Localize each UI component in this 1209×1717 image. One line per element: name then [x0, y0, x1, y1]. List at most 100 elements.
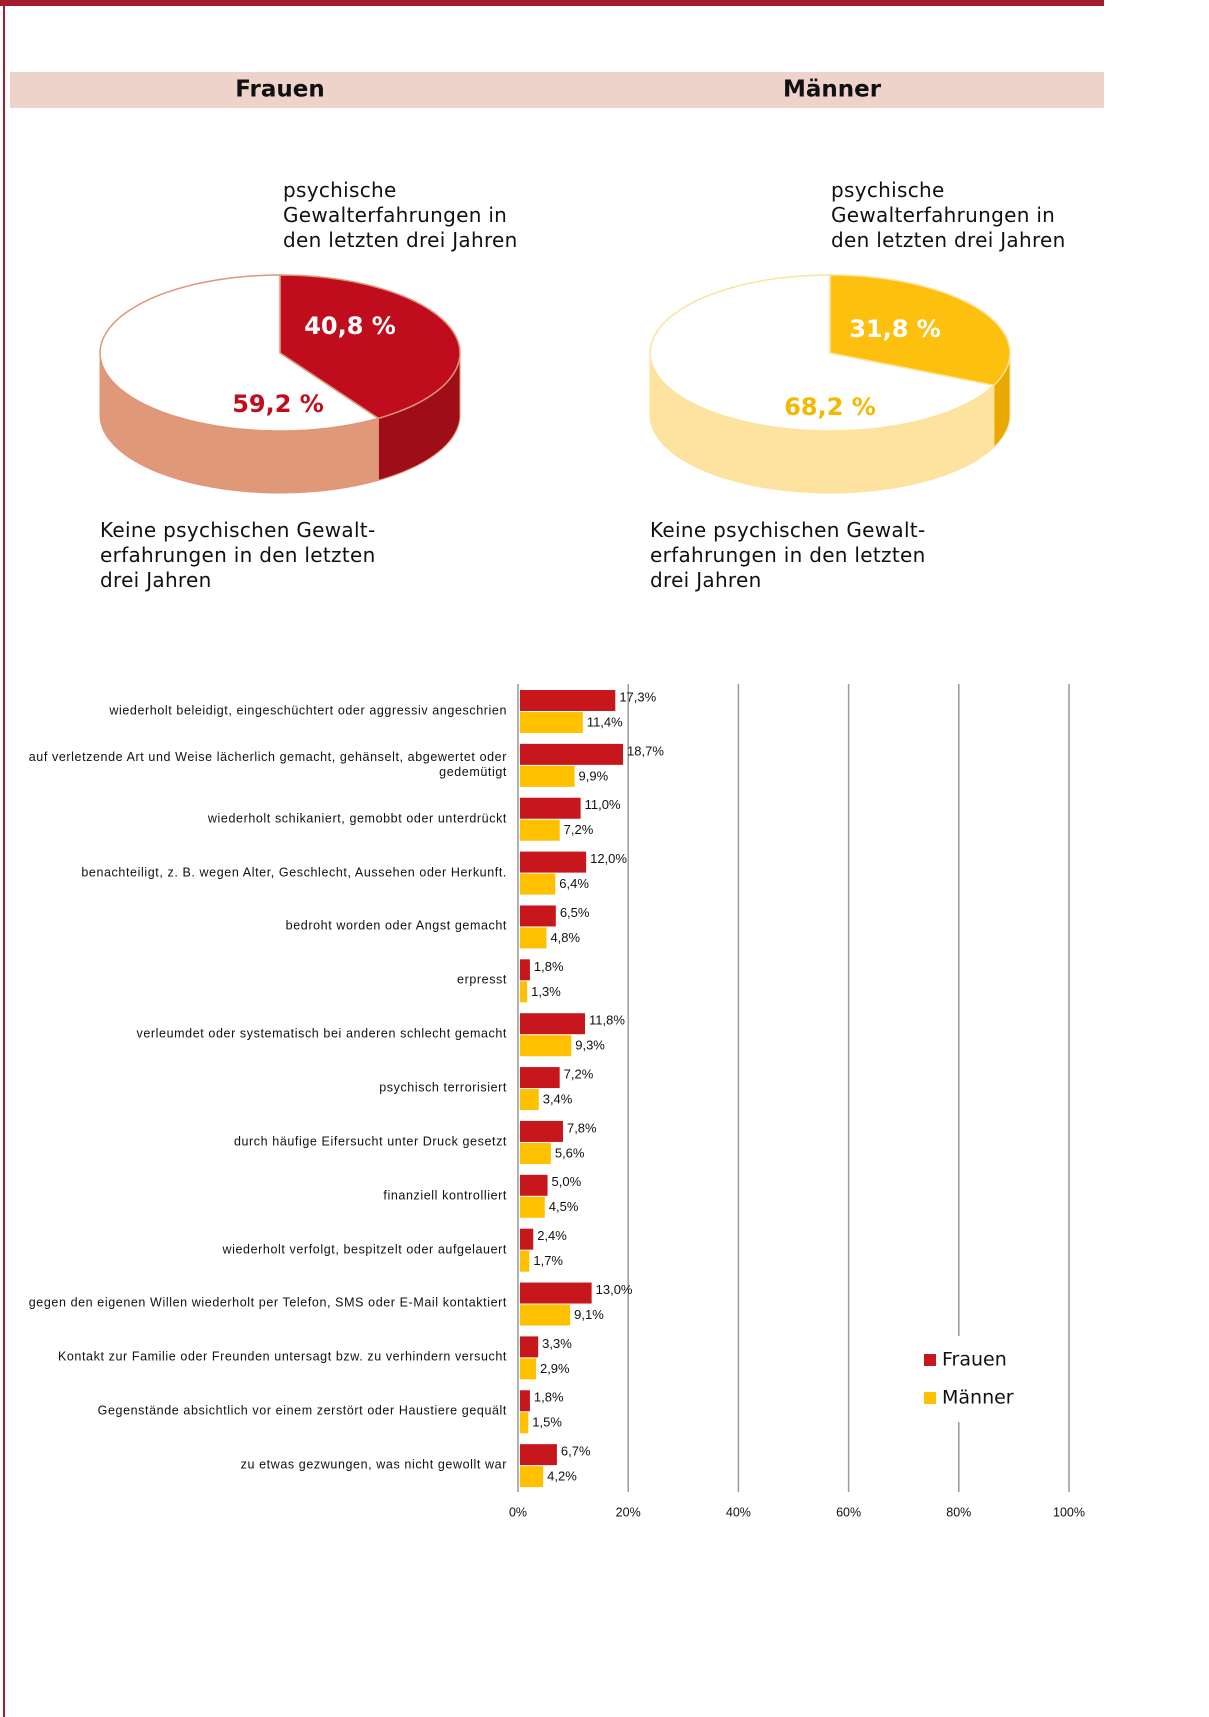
bar — [520, 1067, 560, 1089]
value-label: 2,9% — [540, 1361, 570, 1376]
value-label: 6,5% — [560, 905, 590, 920]
bar — [520, 819, 560, 841]
value-label: 5,6% — [555, 1145, 585, 1160]
x-tick-label: 80% — [946, 1505, 971, 1519]
legend-label: Männer — [942, 1387, 1014, 1409]
value-label: 7,2% — [564, 822, 594, 837]
bar — [520, 1444, 557, 1466]
bar — [520, 1358, 536, 1380]
y-tick-label: wiederholt beleidigt, eingeschüchtert od… — [109, 703, 507, 718]
bar — [520, 1035, 572, 1057]
bar — [520, 1120, 563, 1142]
top-border — [0, 0, 1104, 6]
value-label: 18,7% — [627, 743, 664, 758]
pie-label: psychische Gewalterfahrungen in den letz… — [831, 178, 1066, 252]
legend-swatch — [924, 1354, 936, 1366]
pie-value-label: 31,8 % — [849, 315, 941, 343]
y-tick-label: durch häufige Eifersucht unter Druck ges… — [233, 1134, 507, 1149]
pie-label: Keine psychischen Gewalt-erfahrungen in … — [100, 518, 376, 592]
pie-slice — [649, 274, 996, 432]
bar — [520, 1174, 548, 1196]
bar — [520, 959, 530, 981]
bar — [520, 1089, 539, 1111]
value-label: 4,8% — [550, 930, 580, 945]
bar — [520, 712, 583, 733]
y-tick-label: gegen den eigenen Willen wiederholt per … — [28, 1295, 507, 1310]
x-tick-label: 20% — [616, 1505, 641, 1519]
pie-value-label: 68,2 % — [784, 393, 876, 421]
header-band — [10, 72, 1104, 108]
pie-title: Frauen — [235, 77, 324, 103]
bar — [520, 797, 581, 819]
y-tick-label: erpresst — [457, 972, 507, 987]
value-label: 3,4% — [543, 1092, 573, 1107]
bar — [520, 743, 624, 765]
value-label: 2,4% — [537, 1228, 567, 1243]
x-tick-label: 40% — [726, 1505, 751, 1519]
value-label: 11,8% — [589, 1013, 625, 1028]
y-tick-label: wiederholt schikaniert, gemobbt oder unt… — [207, 811, 507, 826]
pie-label: Keine psychischen Gewalt-erfahrungen in … — [650, 518, 926, 592]
bar — [520, 1336, 539, 1358]
y-tick-label: auf verletzende Art und Weise lächerlich… — [28, 749, 507, 779]
x-tick-label: 0% — [509, 1505, 527, 1519]
value-label: 9,3% — [575, 1038, 605, 1053]
bar — [520, 1412, 529, 1434]
bar — [520, 927, 547, 949]
y-tick-label: Gegenstände absichtlich vor einem zerstö… — [97, 1403, 507, 1418]
value-label: 7,8% — [567, 1120, 597, 1135]
bar — [520, 873, 556, 895]
value-label: 13,0% — [596, 1282, 633, 1297]
x-tick-label: 100% — [1053, 1505, 1085, 1519]
bar — [520, 1390, 530, 1412]
bar — [520, 851, 587, 873]
y-tick-label: benachteiligt, z. B. wegen Alter, Geschl… — [81, 865, 507, 880]
y-tick-label: bedroht worden oder Angst gemacht — [285, 918, 507, 933]
y-tick-label: verleumdet oder systematisch bei anderen… — [136, 1026, 507, 1041]
value-label: 12,0% — [590, 851, 627, 866]
pie-title: Männer — [783, 77, 882, 103]
value-label: 17,3% — [619, 689, 656, 704]
legend-box — [912, 1336, 1034, 1422]
left-border — [3, 0, 5, 1717]
bar — [520, 1304, 571, 1326]
value-label: 7,2% — [564, 1067, 594, 1082]
bar — [520, 1466, 544, 1488]
bar — [520, 690, 616, 711]
bar — [520, 1142, 551, 1164]
value-label: 4,2% — [547, 1469, 577, 1484]
pie-slice — [829, 274, 1011, 387]
y-tick-label: finanziell kontrolliert — [383, 1188, 507, 1203]
bar — [520, 1250, 530, 1272]
pie-slice — [99, 274, 381, 432]
value-label: 1,5% — [532, 1415, 562, 1430]
y-tick-label: zu etwas gezwungen, was nicht gewollt wa… — [240, 1457, 507, 1472]
bar — [520, 765, 575, 787]
legend-label: Frauen — [942, 1349, 1007, 1371]
value-label: 9,9% — [579, 768, 609, 783]
bar — [520, 1196, 545, 1218]
bar — [520, 1228, 534, 1250]
x-tick-label: 60% — [836, 1505, 861, 1519]
bar — [520, 1013, 586, 1035]
value-label: 6,4% — [559, 876, 589, 891]
value-label: 6,7% — [561, 1444, 591, 1459]
value-label: 1,3% — [531, 984, 561, 999]
value-label: 11,4% — [587, 714, 623, 729]
y-tick-label: psychisch terrorisiert — [379, 1080, 507, 1095]
value-label: 5,0% — [552, 1174, 582, 1189]
pie-value-label: 40,8 % — [304, 312, 396, 340]
y-tick-label: Kontakt zur Familie oder Freunden unters… — [57, 1349, 507, 1364]
value-label: 1,7% — [533, 1253, 563, 1268]
value-label: 1,8% — [534, 959, 564, 974]
value-label: 3,3% — [542, 1336, 572, 1351]
value-label: 11,0% — [585, 797, 621, 812]
value-label: 9,1% — [574, 1307, 604, 1322]
bar — [520, 981, 528, 1003]
value-label: 4,5% — [549, 1199, 579, 1214]
legend-swatch — [924, 1392, 936, 1404]
bar — [520, 905, 556, 927]
bar — [520, 1282, 592, 1304]
